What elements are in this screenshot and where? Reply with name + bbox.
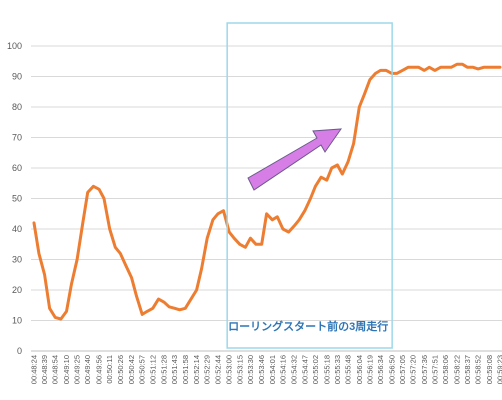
- x-tick-label: 00:49:25: [73, 355, 82, 384]
- x-tick-label: 00:57:05: [398, 355, 407, 384]
- x-tick-label: 00:57:36: [420, 355, 429, 384]
- x-tick-label: 00:56:04: [355, 355, 364, 384]
- x-tick-label: 00:56:19: [365, 355, 374, 384]
- x-tick-label: 00:55:02: [311, 355, 320, 384]
- x-tick-label: 00:53:00: [225, 355, 234, 384]
- y-tick-label: 100: [7, 41, 22, 51]
- x-tick-label: 00:48:39: [40, 355, 49, 384]
- x-tick-label: 00:56:34: [376, 355, 385, 384]
- x-axis-tick-labels: 00:48:24 00:48:39 00:48:54 00:49:10 00:49:25…: [30, 355, 502, 384]
- x-tick-label: 00:57:20: [409, 355, 418, 384]
- x-tick-label: 00:56:50: [387, 355, 396, 384]
- highlight-box: [226, 22, 393, 349]
- x-tick-label: 00:50:26: [116, 355, 125, 384]
- y-tick-label: 30: [12, 255, 22, 265]
- x-tick-label: 00:53:30: [246, 355, 255, 384]
- x-tick-label: 00:52:14: [192, 355, 201, 384]
- trend-arrow-icon: [247, 128, 343, 191]
- x-tick-label: 00:51:58: [181, 355, 190, 384]
- x-tick-label: 00:57:51: [430, 355, 439, 384]
- x-tick-label: 00:49:40: [83, 355, 92, 384]
- x-tick-label: 00:50:42: [127, 355, 136, 384]
- x-tick-label: 00:51:12: [148, 355, 157, 384]
- y-axis-tick-labels: 0 10 20 30 40 50 60 70 80 90 100: [7, 41, 22, 356]
- x-tick-label: 00:55:18: [322, 355, 331, 384]
- x-tick-label: 00:54:01: [268, 355, 277, 384]
- x-tick-label: 00:58:52: [474, 355, 483, 384]
- x-tick-label: 00:48:24: [30, 355, 39, 384]
- x-tick-label: 00:49:10: [62, 355, 71, 384]
- series-line: [32, 62, 502, 321]
- y-tick-label: 50: [12, 194, 22, 204]
- x-tick-label: 00:58:37: [463, 355, 472, 384]
- x-tick-label: 00:50:57: [138, 355, 147, 384]
- x-tick-label: 00:48:54: [51, 355, 60, 384]
- x-tick-label: 00:49:56: [95, 355, 104, 384]
- y-tick-label: 20: [12, 285, 22, 295]
- x-tick-label: 00:51:28: [160, 355, 169, 384]
- x-tick-label: 00:50:11: [105, 355, 114, 384]
- x-tick-label: 00:55:33: [333, 355, 342, 384]
- y-tick-label: 70: [12, 133, 22, 143]
- annotation-label: ローリングスタート前の3周走行: [228, 319, 388, 333]
- y-tick-label: 90: [12, 72, 22, 82]
- series-lines: [32, 62, 502, 321]
- y-tick-label: 40: [12, 224, 22, 234]
- x-tick-label: 00:59:23: [496, 355, 502, 384]
- x-tick-label: 00:53:15: [235, 355, 244, 384]
- gridlines: [31, 45, 502, 321]
- x-tick-label: 00:58:22: [452, 355, 461, 384]
- y-tick-label: 10: [12, 316, 22, 326]
- y-tick-label: 60: [12, 163, 22, 173]
- x-tick-label: 00:59:08: [485, 355, 494, 384]
- x-tick-label: 00:52:44: [213, 355, 222, 384]
- x-tick-label: 00:55:48: [343, 355, 352, 384]
- x-tick-label: 00:54:16: [278, 355, 287, 384]
- x-tick-label: 00:58:06: [441, 355, 450, 384]
- x-tick-label: 00:54:47: [300, 355, 309, 384]
- y-tick-label: 0: [17, 346, 22, 356]
- x-tick-label: 00:54:32: [290, 355, 299, 384]
- x-tick-label: 00:53:46: [257, 355, 266, 384]
- y-tick-label: 80: [12, 102, 22, 112]
- x-tick-label: 00:51:43: [170, 355, 179, 384]
- x-tick-label: 00:52:29: [203, 355, 212, 384]
